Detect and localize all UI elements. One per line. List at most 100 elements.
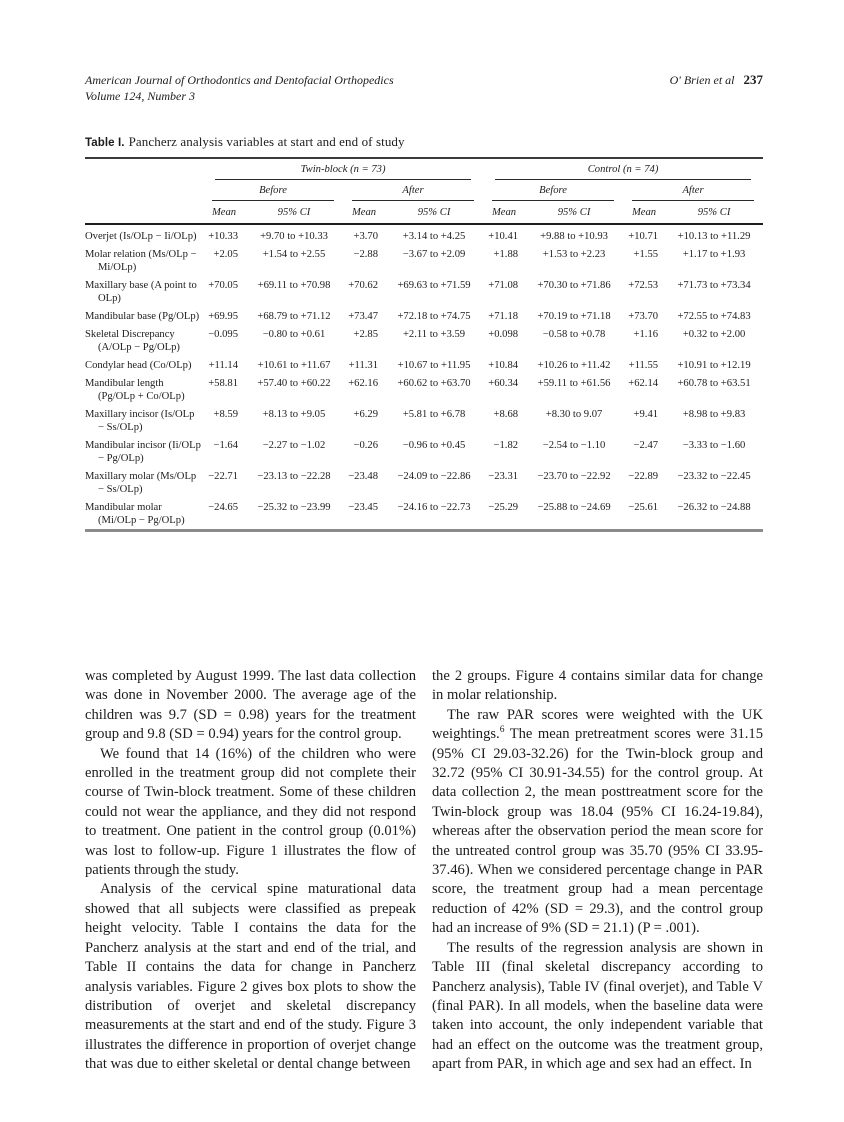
ci-value: −2.54 to −1.10	[542, 440, 606, 451]
table-row: Mandibular molar (Mi/OLp − Pg/OLp) −24.6…	[85, 498, 763, 531]
table-row: Overjet (Is/OLp − Ii/OLp) +10.33 +9.70 t…	[85, 224, 763, 245]
ci-value: −0.58 to +0.78	[542, 329, 606, 340]
mean-value: +70.62	[348, 280, 378, 291]
mean-value: +11.55	[628, 360, 659, 371]
ci-value: +1.54 to +2.55	[262, 249, 326, 260]
row-variable-label: Skeletal Discrepancy (A/OLp − Pg/OLp)	[85, 329, 180, 353]
ci-value: +1.17 to +1.93	[682, 249, 746, 260]
row-variable-label: Molar relation (Ms/OLp − Mi/OLp)	[85, 249, 197, 273]
group-header-twin-block: Twin-block (n = 73)	[203, 158, 483, 180]
subheader-after-twin: After	[343, 180, 483, 201]
ci-value: +69.63 to +71.59	[397, 280, 471, 291]
mean-value: +73.47	[348, 311, 378, 322]
mean-value: −22.71	[208, 471, 238, 482]
ci-value: +9.70 to +10.33	[260, 231, 328, 242]
ci-header: 95% CI	[665, 201, 764, 225]
mean-value: +8.59	[213, 409, 238, 420]
mean-value: +10.84	[488, 360, 519, 371]
table-row: Mandibular length (Pg/OLp + Co/OLp) +58.…	[85, 374, 763, 405]
ci-value: −24.16 to −22.73	[397, 502, 471, 513]
row-variable-label: Maxillary molar (Ms/OLp − Ss/OLp)	[85, 471, 197, 495]
mean-value: +11.31	[348, 360, 378, 371]
ci-value: +5.81 to +6.78	[402, 409, 466, 420]
table-label: Table I.	[85, 137, 125, 149]
ci-value: −2.27 to −1.02	[262, 440, 326, 451]
mean-value: −2.88	[353, 249, 378, 260]
article-body: was completed by August 1999. The last d…	[85, 667, 763, 1075]
authors-ref: O' Brien et al	[669, 73, 735, 87]
ci-value: +60.78 to +63.51	[677, 378, 751, 389]
mean-value: +10.71	[628, 231, 659, 242]
mean-header: Mean	[623, 201, 666, 225]
ci-value: +10.67 to +11.95	[397, 360, 471, 371]
ci-value: +3.14 to +4.25	[402, 231, 466, 242]
ci-header: 95% CI	[525, 201, 624, 225]
ci-value: +72.18 to +74.75	[397, 311, 471, 322]
ci-value: −24.09 to −22.86	[397, 471, 471, 482]
paragraph: The raw PAR scores were weighted with th…	[432, 706, 763, 939]
row-variable-label: Mandibular molar (Mi/OLp − Pg/OLp)	[85, 502, 185, 526]
mean-value: +70.05	[208, 280, 238, 291]
ci-value: +8.98 to +9.83	[682, 409, 746, 420]
mean-value: +10.33	[208, 231, 238, 242]
mean-value: +1.16	[633, 329, 659, 340]
row-variable-label: Mandibular incisor (Ii/OLp − Pg/OLp)	[85, 440, 201, 464]
ci-value: +68.79 to +71.12	[257, 311, 331, 322]
journal-title: American Journal of Orthodontics and Den…	[85, 73, 394, 87]
subgroup-header-row: Before After Before After	[85, 180, 763, 201]
empty-corner-cell	[85, 201, 203, 225]
mean-value: +69.95	[208, 311, 238, 322]
ci-value: +9.88 to +10.93	[540, 231, 608, 242]
ci-value: +71.73 to +73.34	[677, 280, 751, 291]
paragraph: The results of the regression analysis a…	[432, 939, 763, 1073]
table-1-section: Table I. Pancherz analysis variables at s…	[85, 134, 764, 532]
ci-value: −0.80 to +0.61	[262, 329, 326, 340]
left-column: was completed by August 1999. The last d…	[85, 667, 416, 1075]
mean-value: −22.89	[628, 471, 659, 482]
mean-value: −0.095	[208, 329, 238, 340]
group-header-control: Control (n = 74)	[483, 158, 763, 180]
table-row: Condylar head (Co/OLp) +11.14 +10.61 to …	[85, 356, 763, 374]
mean-value: +72.53	[628, 280, 659, 291]
paragraph: the 2 groups. Figure 4 contains similar …	[432, 668, 763, 704]
page-number: 237	[743, 72, 764, 87]
author-page-ref: O' Brien et al 237	[670, 72, 763, 88]
ci-value: −0.96 to +0.45	[402, 440, 466, 451]
ci-value: −3.67 to +2.09	[402, 249, 466, 260]
mean-value: +3.70	[353, 231, 378, 242]
subheader-after-control: After	[623, 180, 763, 201]
ci-value: +10.13 to +11.29	[677, 231, 751, 242]
mean-value: +1.88	[493, 249, 519, 260]
mean-value: −24.65	[208, 502, 238, 513]
ci-value: +8.30 to 9.07	[545, 409, 603, 420]
mean-value: −2.47	[633, 440, 659, 451]
table-row: Maxillary molar (Ms/OLp − Ss/OLp) −22.71…	[85, 467, 763, 498]
empty-corner-cell	[85, 180, 203, 201]
mean-value: +62.16	[348, 378, 378, 389]
ci-value: +2.11 to +3.59	[402, 329, 466, 340]
paragraph: Analysis of the cervical spine maturatio…	[85, 881, 416, 1073]
row-variable-label: Condylar head (Co/OLp)	[85, 360, 192, 371]
subheader-before-twin: Before	[203, 180, 343, 201]
right-column: the 2 groups. Figure 4 contains similar …	[432, 667, 763, 1075]
mean-value: +6.29	[353, 409, 378, 420]
empty-corner-cell	[85, 158, 203, 180]
ci-header: 95% CI	[245, 201, 343, 225]
ci-header: 95% CI	[385, 201, 484, 225]
mean-value: +10.41	[488, 231, 519, 242]
mean-value: −25.61	[628, 502, 659, 513]
table-row: Maxillary incisor (Is/OLp − Ss/OLp) +8.5…	[85, 405, 763, 436]
row-variable-label: Maxillary base (A point to OLp)	[85, 280, 197, 304]
paragraph-text: The mean pretreatment scores were 31.15 …	[432, 726, 763, 937]
table-title-text: Pancherz analysis variables at start and…	[128, 134, 405, 149]
ci-value: +0.32 to +2.00	[682, 329, 746, 340]
table-row: Maxillary base (A point to OLp) +70.05 +…	[85, 276, 763, 307]
ci-value: −3.33 to −1.60	[682, 440, 746, 451]
mean-value: −23.45	[348, 502, 378, 513]
ci-value: +10.26 to +11.42	[537, 360, 611, 371]
row-variable-label: Overjet (Is/OLp − Ii/OLp)	[85, 231, 197, 242]
ci-value: +57.40 to +60.22	[257, 378, 331, 389]
mean-value: −1.82	[493, 440, 519, 451]
reference-superscript: 6	[499, 725, 505, 736]
